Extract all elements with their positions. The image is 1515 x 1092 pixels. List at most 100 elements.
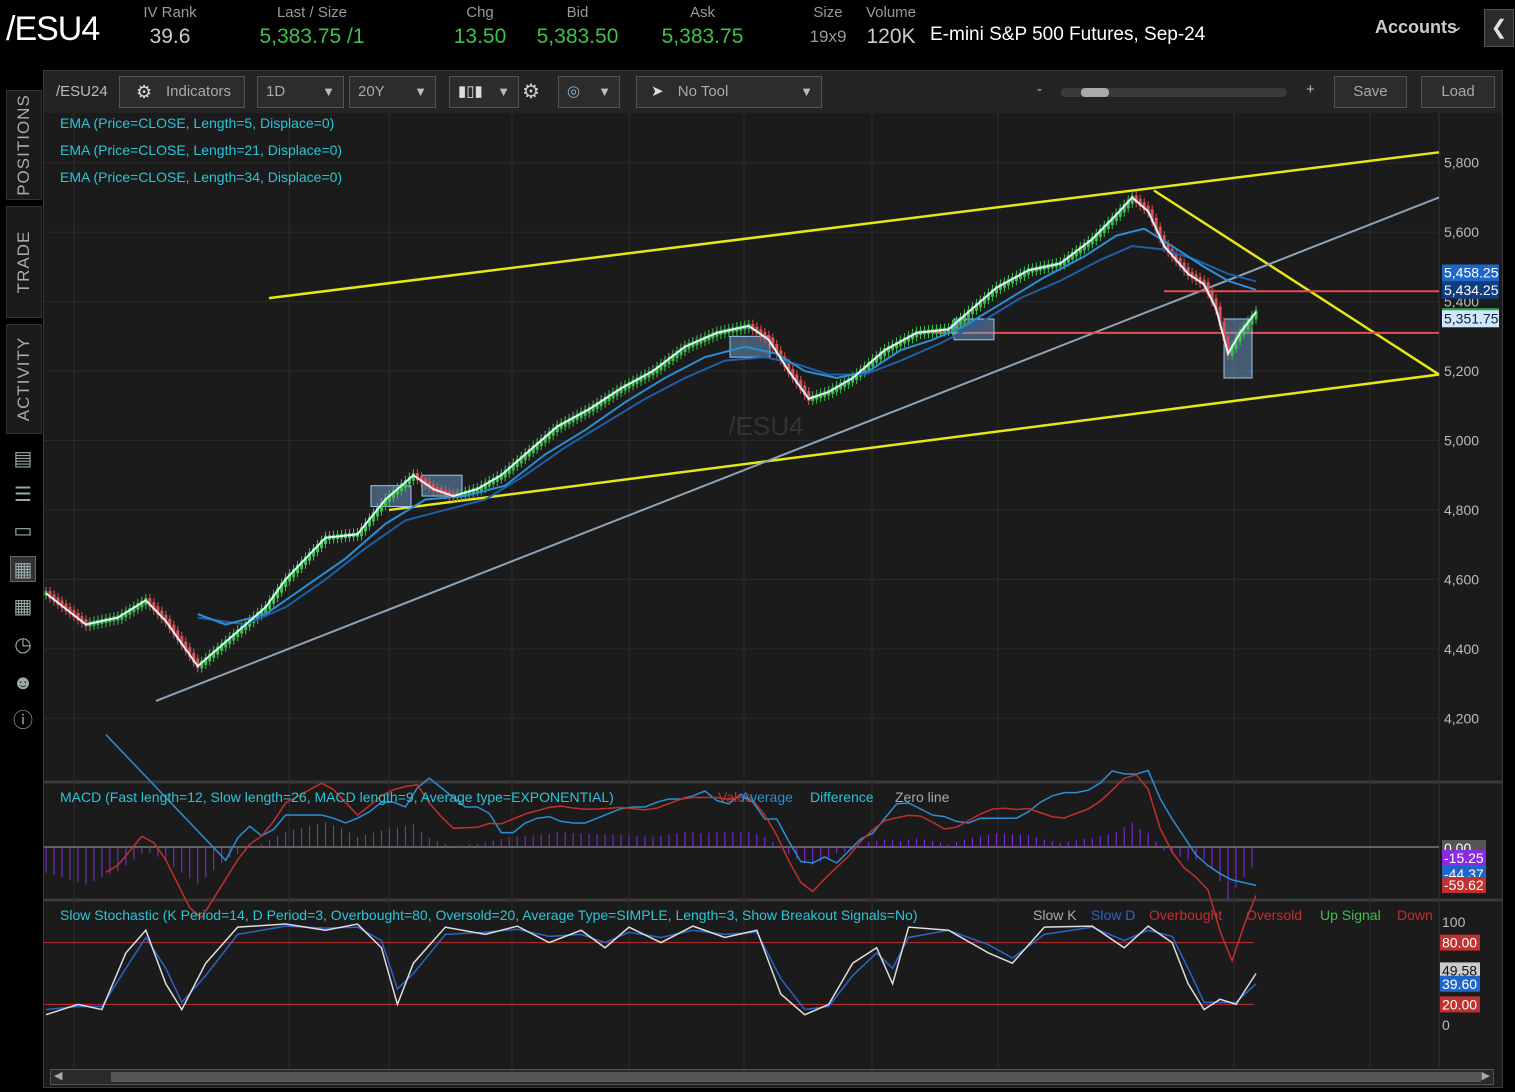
ask-value[interactable]: 5,383.75 [661, 25, 744, 48]
candle-body [855, 372, 859, 381]
candle-body [284, 577, 288, 588]
candle-body [1110, 216, 1114, 225]
chart-icon[interactable]: ▦ [10, 556, 36, 582]
ema5-line [45, 196, 1257, 668]
chevron-down-icon[interactable]: ⌄ [1450, 18, 1464, 35]
candle-body [1206, 282, 1210, 295]
bid-value[interactable]: 5,383.50 [536, 25, 619, 48]
candle-body [1094, 232, 1098, 242]
accounts-menu[interactable]: Accounts [1375, 17, 1458, 37]
candle-body [324, 535, 328, 544]
tab-activity[interactable]: ACTIVITY [6, 324, 42, 434]
drawing-style-select[interactable]: ◎ ▼ [558, 76, 620, 108]
tab-trade[interactable]: TRADE [6, 206, 42, 318]
settings-gear-icon[interactable]: ⚙ [522, 81, 540, 103]
candle-body [316, 543, 320, 553]
range-select[interactable]: 20Y ▼ [349, 76, 436, 108]
candle-body [499, 473, 503, 480]
chart-canvas[interactable]: /ESU4 EMA (Price=CLOSE, Length=5, Displa… [44, 113, 1502, 1092]
chart-toolbar: /ESU24 ⚙ Indicators 1D ▼ 20Y ▼ ▮▯▮ ▼ ⚙ ◎ ▼ ➤… [44, 71, 1502, 113]
stoch-price-label-box [1440, 996, 1480, 1013]
candle-body [268, 599, 272, 610]
candle-body [551, 428, 555, 436]
candle-body [1178, 257, 1182, 267]
candle-body [803, 385, 807, 396]
chart-scrollbar[interactable]: ◀ ▶ [50, 1069, 1494, 1085]
collapse-panel-button[interactable]: ❮ [1484, 9, 1514, 47]
candle-body [675, 350, 679, 358]
candle-body [603, 396, 607, 404]
candle-body [655, 365, 659, 374]
slow-k-line [45, 923, 1257, 1016]
candle-body [1070, 252, 1074, 260]
candle-body [751, 323, 755, 331]
candle-body [140, 600, 144, 608]
candle-body [1078, 246, 1082, 254]
candle-body [615, 388, 619, 396]
chevron-down-icon: ▼ [497, 84, 510, 99]
candle-body [80, 616, 84, 624]
scrollbar-thumb[interactable] [111, 1072, 1481, 1082]
community-icon[interactable]: ☻ [12, 672, 34, 694]
chart-symbol[interactable]: /ESU24 [56, 83, 108, 100]
tab-positions[interactable]: POSITIONS [6, 90, 42, 200]
grid-icon[interactable]: ▦ [13, 596, 33, 618]
save-button[interactable]: Save [1334, 76, 1407, 108]
candle-body [1238, 330, 1242, 342]
help-icon[interactable]: ⓘ [13, 710, 33, 732]
candle-body [970, 306, 974, 315]
candle-body [531, 445, 535, 453]
candle-body [76, 613, 80, 621]
chart-type-select[interactable]: ▮▯▮ ▼ [449, 76, 519, 108]
zoom-slider-thumb[interactable] [1081, 88, 1109, 97]
stochastic-panel: Slow Stochastic (K Period=14, D Period=3… [44, 907, 1480, 1033]
candle-body [951, 323, 955, 332]
tab-trade-label: TRADE [14, 230, 33, 294]
drawing-tool-select[interactable]: ➤ No Tool ▼ [636, 76, 822, 108]
candle-body [799, 380, 803, 390]
candle-body [547, 431, 551, 440]
candle-body [607, 394, 611, 401]
price-label-box [1442, 264, 1499, 282]
candle-body [188, 647, 192, 657]
stoch-price-label: 20.00 [1442, 996, 1477, 1012]
y-tick-label: 4,200 [1444, 710, 1479, 726]
news-icon[interactable]: ▤ [13, 448, 33, 470]
ema34-line [197, 245, 1257, 626]
candle-body [539, 438, 543, 447]
x-tick-label: MAY 1 [867, 1090, 908, 1092]
history-icon[interactable]: ◷ [14, 634, 32, 656]
candle-body [272, 593, 276, 604]
chevron-down-icon: ▼ [322, 84, 335, 99]
scroll-right-icon[interactable]: ▶ [1481, 1070, 1490, 1082]
interval-select[interactable]: 1D ▼ [257, 76, 344, 108]
candle-body [986, 292, 990, 301]
time-axis: OCT 2 DEC 1 2024 FEB 1 MAR 1 APR 1 MAY 1 JUN 3 A… [69, 1090, 1405, 1092]
candle-body [775, 343, 779, 355]
candle-body [1242, 325, 1246, 335]
candle-body [124, 610, 128, 618]
load-button[interactable]: Load [1421, 76, 1495, 108]
price-label: 5,434.25 [1444, 282, 1499, 298]
candle-body [387, 493, 391, 502]
candle-body [367, 517, 371, 527]
list-icon[interactable]: ☰ [14, 484, 32, 506]
zoom-out-button[interactable]: - [1037, 81, 1042, 98]
candle-body [148, 598, 152, 607]
symbol-title[interactable]: /ESU4 [6, 10, 100, 48]
zoom-in-button[interactable]: + [1306, 81, 1315, 98]
stoch-y-tick: 100 [1442, 914, 1466, 930]
tv-icon[interactable]: ▭ [13, 520, 33, 542]
chevron-down-icon: ▼ [598, 84, 611, 99]
candle-body [1218, 306, 1222, 326]
descending-trendline [1153, 189, 1440, 376]
candle-body [1074, 249, 1078, 257]
candle-body [379, 502, 383, 512]
zoom-slider[interactable] [1061, 88, 1287, 97]
indicators-button[interactable]: ⚙ Indicators [119, 76, 245, 108]
macd-legend-item: Average [741, 789, 793, 805]
candle-body [1102, 224, 1106, 234]
scroll-left-icon[interactable]: ◀ [54, 1070, 63, 1082]
candle-body [288, 573, 292, 582]
candle-body [1106, 220, 1110, 230]
